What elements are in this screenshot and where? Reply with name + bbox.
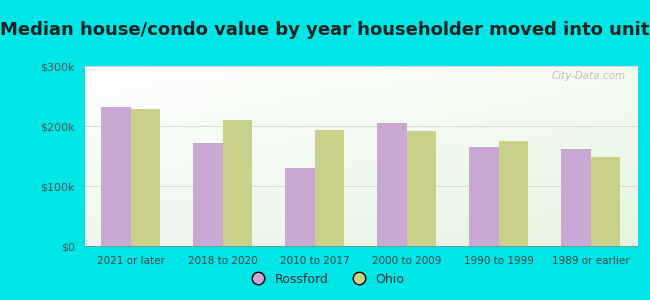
Bar [562, 149, 591, 246]
Bar [591, 157, 620, 246]
Bar [407, 131, 436, 246]
Bar [499, 141, 528, 246]
Text: Median house/condo value by year householder moved into unit: Median house/condo value by year househo… [0, 21, 650, 39]
Bar [131, 109, 160, 246]
Bar [377, 123, 407, 246]
Bar [101, 107, 131, 246]
Text: City-Data.com: City-Data.com [552, 71, 626, 81]
Bar [285, 168, 315, 246]
Bar [469, 147, 499, 246]
Bar [193, 143, 222, 246]
Bar [315, 130, 344, 246]
Bar [222, 120, 252, 246]
Legend: Rossford, Ohio: Rossford, Ohio [240, 268, 410, 291]
